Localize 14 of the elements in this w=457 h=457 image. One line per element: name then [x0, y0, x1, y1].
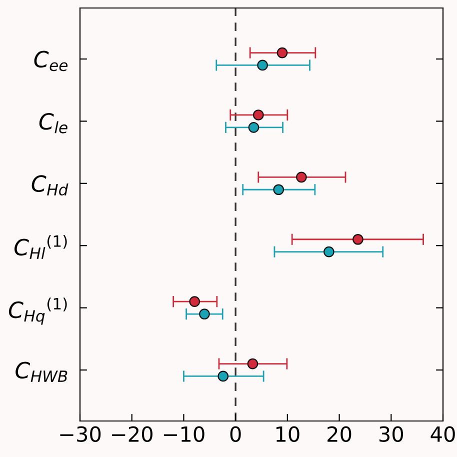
x-tick-label: 40	[430, 426, 455, 442]
y-tick-label: C$_{le}$	[39, 112, 68, 134]
x-tick-label: 10	[276, 426, 300, 442]
x-tick-label: 30	[379, 426, 404, 442]
x-tick-label: −10	[164, 426, 204, 442]
y-tick-label: C$_{Hq}$$^{(1)}$	[8, 298, 67, 325]
x-tick-label: −20	[112, 426, 152, 442]
y-tick-label: C$_{HWB}$	[16, 362, 68, 382]
x-tick-label: 0	[230, 426, 241, 442]
y-tick-label: C$_{Hd}$	[32, 175, 68, 196]
y-tick-label: C$_{Hl}$$^{(1)}$	[14, 234, 67, 259]
y-tick-label: C$_{ee}$	[34, 50, 68, 72]
x-tick-label: −30	[60, 426, 101, 442]
x-tick-label: 20	[328, 426, 352, 442]
